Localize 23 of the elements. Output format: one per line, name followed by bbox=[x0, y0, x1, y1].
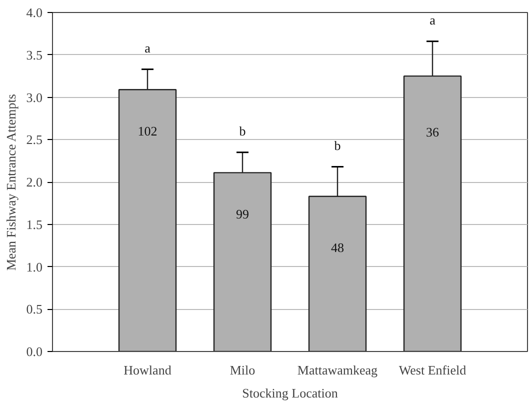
annotation: a bbox=[430, 12, 436, 28]
y-tick-label: 3.0 bbox=[26, 90, 42, 105]
x-axis-title: Stocking Location bbox=[242, 386, 338, 400]
y-tick-label: 4.0 bbox=[26, 5, 42, 20]
y-tick-label: 1.5 bbox=[26, 216, 42, 232]
annotation: b bbox=[334, 138, 341, 154]
y-tick-label: 0.5 bbox=[26, 302, 42, 317]
x-tick-label: Howland bbox=[124, 362, 172, 378]
y-axis-title: Mean Fishway Entrance Attempts bbox=[3, 94, 18, 271]
y-tick-label: 0.0 bbox=[26, 344, 42, 359]
annotation: b bbox=[239, 124, 246, 139]
x-tick-label: West Enfield bbox=[398, 362, 467, 378]
y-tick-label: 1.0 bbox=[26, 259, 42, 274]
annotation: a bbox=[144, 40, 151, 56]
y-tick-label: 3.5 bbox=[26, 47, 42, 62]
x-tick-label: Mattawamkeag bbox=[297, 362, 378, 378]
y-tick-label: 2.5 bbox=[26, 132, 42, 148]
annotation: 102 bbox=[138, 124, 158, 139]
annotation: 36 bbox=[426, 124, 440, 140]
x-tick-label: Milo bbox=[230, 362, 256, 378]
annotation: 48 bbox=[331, 240, 344, 255]
y-tick-label: 2.0 bbox=[26, 174, 42, 190]
annotation: 99 bbox=[236, 206, 249, 222]
